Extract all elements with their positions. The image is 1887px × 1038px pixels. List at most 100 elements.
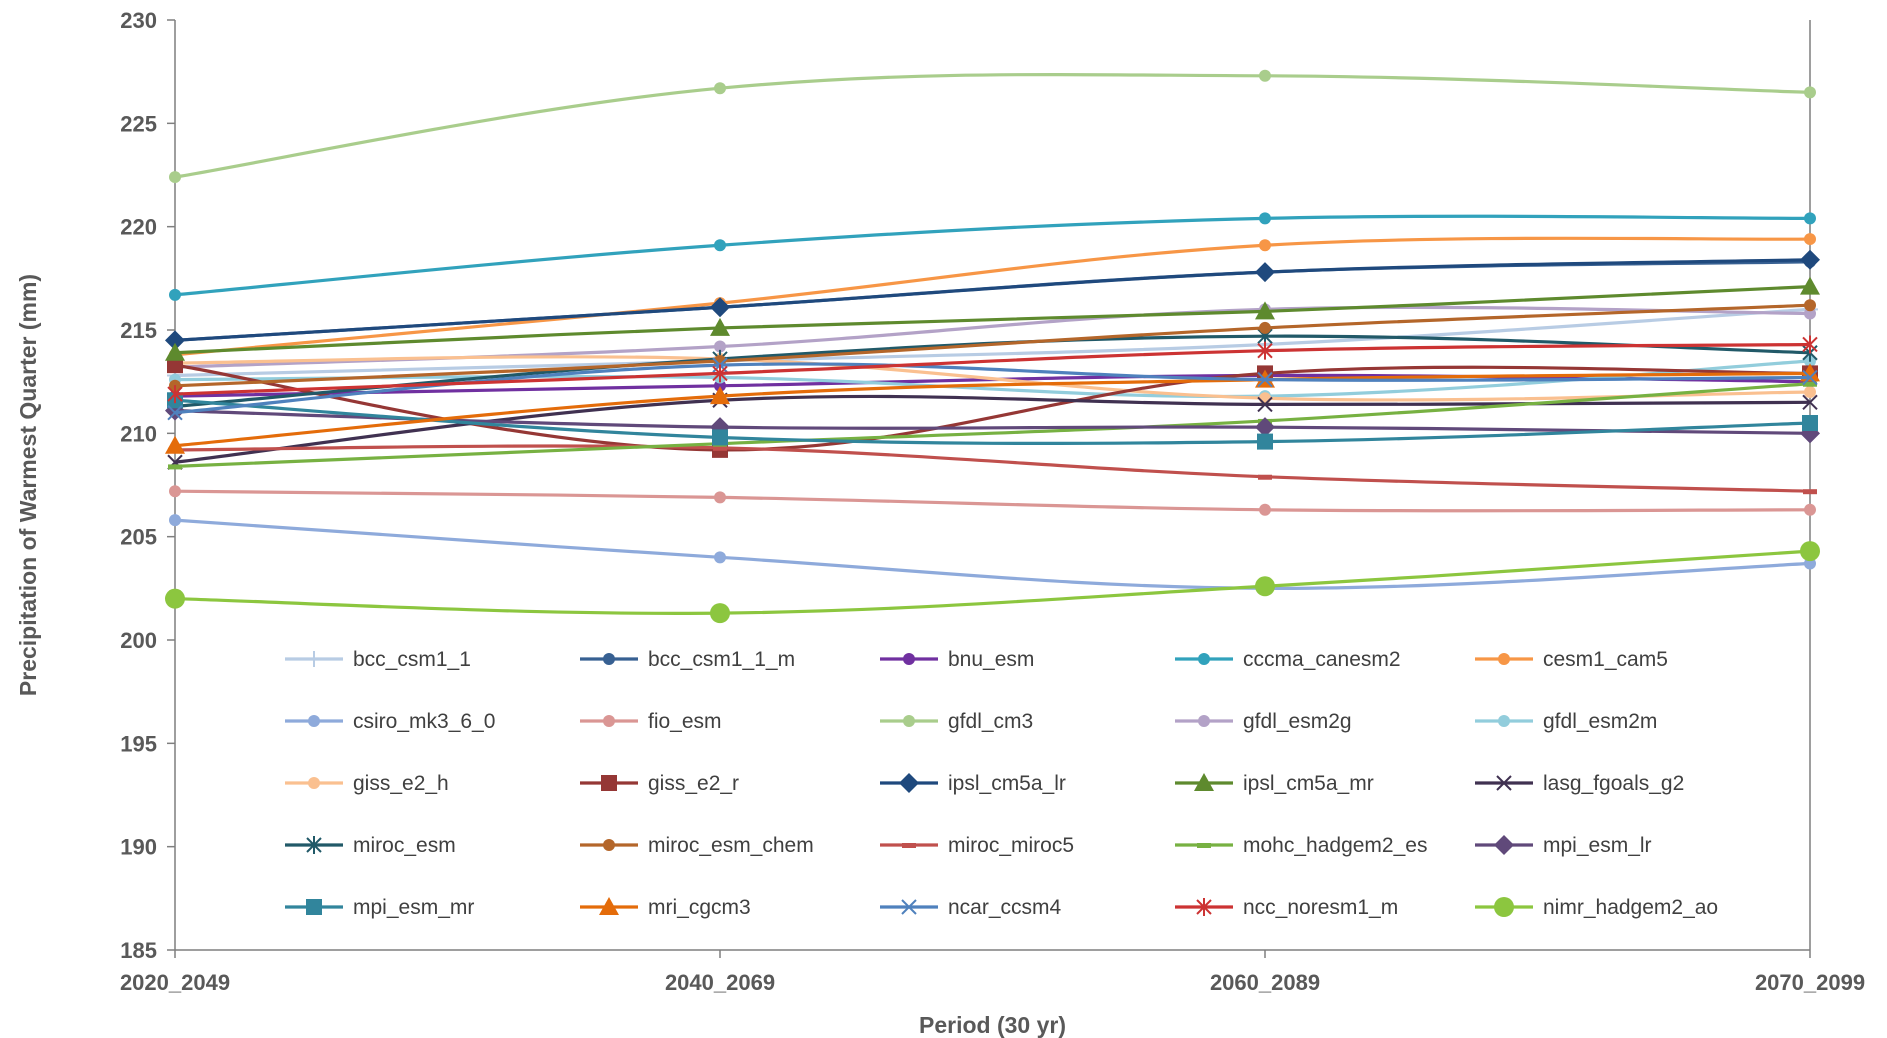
- data-point: [308, 777, 320, 789]
- data-point: [1498, 653, 1510, 665]
- data-point: [712, 429, 728, 446]
- data-point: [1259, 503, 1271, 516]
- data-point: [1194, 773, 1214, 791]
- x-tick-label: 2020_2049: [120, 970, 230, 995]
- legend-label: mpi_esm_mr: [353, 896, 474, 919]
- data-point: [710, 297, 730, 318]
- data-point: [710, 386, 730, 405]
- series-line: [174, 260, 1811, 342]
- series-line: [174, 518, 1811, 590]
- legend-label: giss_e2_r: [648, 772, 739, 795]
- legend-label: lasg_fgoals_g2: [1543, 772, 1684, 795]
- x-tick-label: 2040_2069: [665, 970, 775, 995]
- legend-label: gfdl_esm2m: [1543, 710, 1657, 733]
- series-line: [174, 214, 1811, 297]
- data-point: [1804, 233, 1816, 246]
- data-point: [1803, 489, 1817, 495]
- series-ipsl_cm5a_mr: [165, 276, 1820, 361]
- legend-item-ncc_noresm1_m: ncc_noresm1_m: [1175, 896, 1398, 919]
- legend-item-bcc_csm1_1_m: bcc_csm1_1_m: [580, 648, 795, 671]
- data-point: [1255, 262, 1275, 283]
- data-point: [1494, 897, 1514, 917]
- data-point: [1804, 386, 1816, 398]
- legend-label: cesm1_cam5: [1543, 648, 1668, 671]
- data-point: [1257, 396, 1273, 413]
- data-point: [601, 775, 617, 791]
- data-point: [1255, 301, 1275, 320]
- series-line: [174, 549, 1811, 615]
- data-point: [1804, 307, 1816, 320]
- data-point: [714, 340, 726, 353]
- legend-item-ipsl_cm5a_mr: ipsl_cm5a_mr: [1175, 772, 1374, 795]
- legend-label: fio_esm: [648, 710, 722, 733]
- series-line: [174, 444, 1811, 493]
- legend-label: nimr_hadgem2_ao: [1543, 896, 1718, 919]
- data-point: [1494, 835, 1514, 855]
- data-point: [1800, 276, 1820, 295]
- legend-item-mohc_hadgem2_es: mohc_hadgem2_es: [1175, 834, 1427, 857]
- series-fio_esm: [169, 485, 1816, 516]
- data-point: [712, 364, 728, 383]
- data-point: [168, 464, 182, 470]
- series-miroc_esm_chem: [169, 299, 1816, 392]
- data-point: [603, 839, 615, 851]
- data-point: [710, 603, 730, 624]
- legend-label: csiro_mk3_6_0: [353, 710, 495, 733]
- legend-label: gfdl_esm2g: [1243, 710, 1352, 733]
- legend-label: miroc_esm: [353, 834, 456, 857]
- legend-item-mpi_esm_lr: mpi_esm_lr: [1475, 834, 1652, 857]
- y-axis-title: Precipitation of Warmest Quarter (mm): [15, 274, 41, 696]
- data-point: [306, 836, 322, 854]
- data-point: [169, 288, 181, 301]
- legend-item-cccma_canesm2: cccma_canesm2: [1175, 648, 1401, 671]
- data-point: [169, 171, 181, 184]
- data-point: [1804, 212, 1816, 225]
- data-point: [710, 317, 730, 336]
- legend-label: cccma_canesm2: [1243, 648, 1401, 671]
- data-point: [603, 715, 615, 727]
- legend-label: gfdl_cm3: [948, 710, 1033, 733]
- data-point: [1802, 335, 1818, 354]
- y-tick-label: 205: [120, 525, 157, 550]
- legend-label: ncc_noresm1_m: [1243, 896, 1398, 919]
- legend-item-ipsl_cm5a_lr: ipsl_cm5a_lr: [880, 772, 1066, 795]
- series-line: [174, 355, 1811, 402]
- data-point: [1802, 369, 1818, 386]
- data-point: [169, 485, 181, 498]
- data-point: [1803, 381, 1817, 387]
- series-mohc_hadgem2_es: [168, 381, 1817, 470]
- data-point: [1258, 474, 1272, 480]
- data-point: [599, 897, 619, 915]
- data-point: [1802, 415, 1818, 431]
- series-miroc_miroc5: [168, 444, 1817, 495]
- legend-label: bcc_csm1_1_m: [648, 648, 795, 671]
- legend-label: mpi_esm_lr: [1543, 834, 1652, 857]
- series-csiro_mk3_6_0: [169, 514, 1816, 595]
- data-point: [1259, 69, 1271, 82]
- legend-item-bcc_csm1_1: bcc_csm1_1: [285, 648, 471, 671]
- data-point: [603, 653, 615, 665]
- legend-item-nimr_hadgem2_ao: nimr_hadgem2_ao: [1475, 896, 1718, 919]
- data-point: [306, 651, 322, 667]
- data-point: [1257, 341, 1273, 360]
- y-tick-label: 225: [120, 111, 157, 136]
- data-point: [1257, 433, 1273, 450]
- series-line: [174, 303, 1811, 388]
- series-line: [174, 285, 1811, 355]
- series-line: [174, 394, 1811, 464]
- data-point: [714, 379, 726, 392]
- data-point: [1800, 541, 1820, 562]
- legend-item-giss_e2_r: giss_e2_r: [580, 772, 739, 795]
- legend-item-lasg_fgoals_g2: lasg_fgoals_g2: [1475, 772, 1684, 795]
- data-point: [308, 715, 320, 727]
- legend-item-miroc_esm_chem: miroc_esm_chem: [580, 834, 814, 857]
- data-point: [1804, 503, 1816, 516]
- legend-label: bnu_esm: [948, 648, 1034, 671]
- data-point: [1800, 249, 1820, 270]
- data-point: [1255, 417, 1275, 438]
- y-tick-label: 230: [120, 8, 157, 33]
- legend-label: miroc_miroc5: [948, 834, 1074, 857]
- data-point: [714, 82, 726, 95]
- series-cccma_canesm2: [169, 212, 1816, 301]
